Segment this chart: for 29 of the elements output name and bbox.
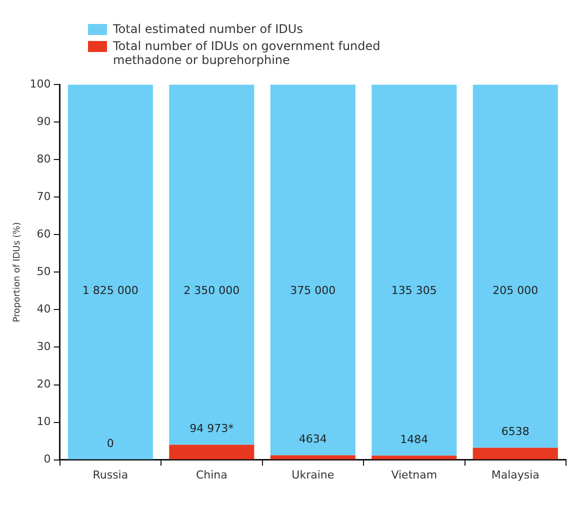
y-tick-label: 100 bbox=[30, 77, 51, 90]
annotation: 2 350 000 bbox=[184, 284, 240, 297]
y-tick-label: 50 bbox=[36, 265, 51, 278]
y-tick-label: 90 bbox=[36, 114, 51, 128]
y-tick-label: 10 bbox=[36, 415, 51, 428]
x-tick-label: China bbox=[196, 468, 228, 482]
x-tick-label: Russia bbox=[92, 468, 128, 482]
annotation: 0 bbox=[106, 437, 114, 450]
y-tick-label: 0 bbox=[44, 452, 51, 466]
legend-label: Total estimated number of IDUs bbox=[113, 22, 303, 36]
annotation: 135 305 bbox=[391, 284, 437, 297]
annotation: 4634 bbox=[298, 432, 327, 446]
y-tick-label: 70 bbox=[36, 190, 51, 204]
annotation: 205 000 bbox=[492, 284, 538, 297]
legend-label: Total number of IDUs on government funded methadone or buprehorphine bbox=[113, 39, 382, 67]
y-tick-label: 30 bbox=[36, 340, 51, 354]
y-tick-label: 40 bbox=[36, 302, 51, 316]
annotation: 1 825 000 bbox=[82, 284, 138, 297]
x-tick-label: Vietnam bbox=[391, 468, 438, 482]
y-tick-label: 20 bbox=[36, 378, 51, 391]
y-tick-label: 60 bbox=[36, 228, 51, 241]
y-axis-title: Proportion of IDUs (%) bbox=[12, 222, 23, 322]
y-tick-label: 80 bbox=[36, 152, 51, 166]
annotation: 375 000 bbox=[290, 284, 336, 297]
x-tick-label: Ukraine bbox=[292, 468, 334, 482]
annotation: 1484 bbox=[400, 433, 428, 446]
annotation: 94 973* bbox=[190, 422, 234, 436]
x-tick-label: Malaysia bbox=[491, 468, 540, 482]
annotation: 6538 bbox=[501, 425, 530, 438]
